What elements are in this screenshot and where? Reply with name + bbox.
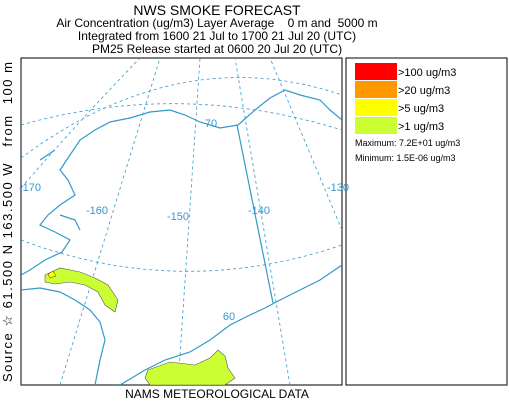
smoke-plume <box>44 267 119 313</box>
graticule-label: -170 <box>19 182 41 194</box>
legend-label: >100 ug/m3 <box>398 67 456 79</box>
meridian <box>269 58 342 231</box>
footer: NAMS METEOROLOGICAL DATA <box>125 387 309 401</box>
coastline <box>39 149 81 231</box>
parallel <box>21 77 342 159</box>
coastline <box>119 264 342 385</box>
smoke-plume <box>47 270 57 279</box>
coastline <box>21 89 342 276</box>
subtitle: Integrated from 1600 21 Jul to 1700 21 J… <box>78 29 356 43</box>
maximum: Maximum: 7.2E+01 ug/m3 <box>355 138 460 148</box>
legend-panel: Maximum: 7.2E+01 ug/m3 Minimum: 1.5E-06 … <box>345 57 508 386</box>
legend-label: >20 ug/m3 <box>398 85 450 97</box>
legend-label: >1 ug/m3 <box>398 121 444 133</box>
legend-label: >5 ug/m3 <box>398 103 444 115</box>
title: NWS SMOKE FORECAST <box>133 2 301 18</box>
graticule-label: 70 <box>205 118 217 130</box>
legend-swatch <box>355 81 397 98</box>
coastline <box>21 287 106 385</box>
smoke-plume <box>144 349 236 385</box>
minimum: Minimum: 1.5E-06 ug/m3 <box>355 153 456 163</box>
border <box>236 124 274 304</box>
subtitle: Air Concentration (ug/m3) Layer Average … <box>56 16 377 30</box>
legend-swatch <box>355 99 397 116</box>
legend-swatch <box>355 63 397 80</box>
parallel <box>21 239 342 272</box>
parallel <box>21 103 342 131</box>
legend-swatch <box>355 117 397 134</box>
graticule-label: -150 <box>167 211 189 223</box>
graticule-label: -140 <box>248 205 270 217</box>
meridian <box>59 58 161 385</box>
graticule-label: -160 <box>86 205 108 217</box>
meridian <box>177 58 201 385</box>
graticule-label: -130 <box>327 182 349 194</box>
meridian <box>234 58 291 385</box>
source-label: Source ☆ 61.500 N 163.500 W from 100 m <box>0 62 15 382</box>
graticule-label: 60 <box>223 311 235 323</box>
map-panel <box>20 57 343 386</box>
subtitle: PM25 Release started at 0600 20 Jul 20 (… <box>92 42 342 56</box>
